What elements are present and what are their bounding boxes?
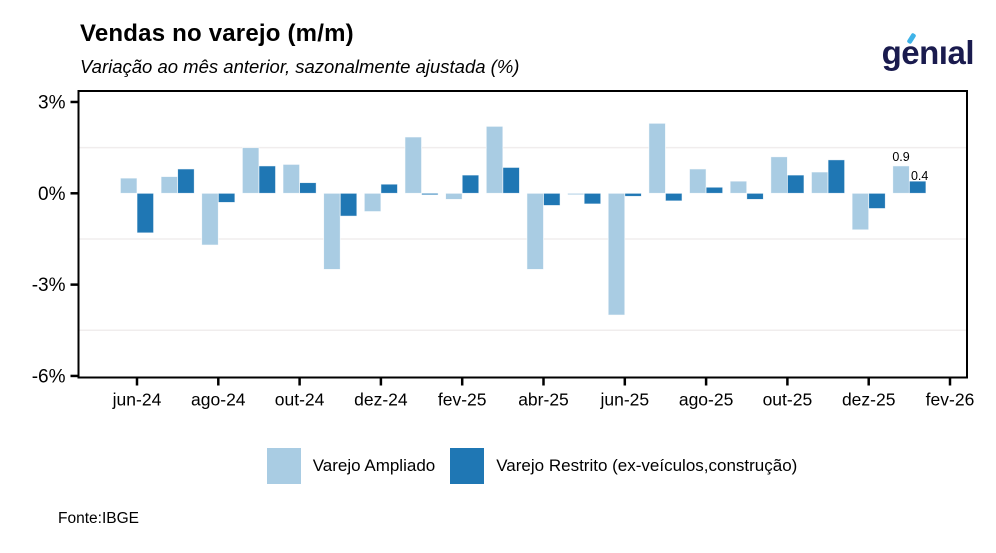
plot-border	[77, 90, 968, 379]
bar-jun-25-s0	[607, 192, 626, 316]
y-tick-label: 3%	[38, 92, 66, 113]
chart-title: Vendas no varejo (m/m)	[80, 20, 354, 47]
chart-legend: Varejo Ampliado Varejo Restrito (ex-veíc…	[34, 448, 996, 484]
minor-gridlines	[78, 146, 967, 332]
bar-jan-26-s0	[892, 165, 910, 194]
bar-jul-24-s0	[160, 176, 179, 194]
bar-set-25-s0	[729, 180, 748, 194]
bar-jul-25-s0	[648, 122, 666, 194]
x-tick-label: out-24	[275, 390, 325, 410]
bar-jun-25-s1	[624, 192, 642, 197]
x-tick-label: ago-24	[191, 390, 246, 410]
legend-item-ampliado: Varejo Ampliado	[266, 448, 436, 484]
x-tick-label: ago-25	[679, 390, 734, 410]
bar-nov-25-s0	[811, 171, 829, 194]
x-tick-label: fev-25	[438, 390, 487, 410]
x-tick-label: abr-25	[518, 390, 569, 410]
bar-mar-25-s0	[485, 125, 504, 194]
bar-dez-24-s1	[380, 183, 398, 194]
bar-abr-25-s0	[526, 192, 544, 270]
bar-value-labels: 0.90.4	[892, 150, 928, 183]
bar-jun-24-s1	[136, 192, 155, 234]
bar-out-25-s1	[787, 174, 805, 194]
x-tick-label: dez-25	[842, 390, 896, 410]
bars	[120, 122, 927, 316]
bar-nov-24-s0	[323, 192, 341, 270]
bar-nov-24-s1	[339, 192, 358, 217]
bar-jan-25-s1	[421, 192, 439, 196]
bar-mai-25-s0	[567, 192, 585, 196]
x-tick-label: jun-24	[112, 390, 162, 410]
source-note: Fonte:IBGE	[58, 510, 139, 527]
chart-subtitle: Variação ao mês anterior, sazonalmente a…	[80, 56, 520, 77]
bar-ago-25-s1	[705, 186, 724, 194]
bar-ago-24-s1	[217, 192, 236, 203]
legend-swatch-ampliado	[266, 448, 301, 484]
bar-mai-25-s1	[583, 192, 602, 205]
bar-jul-25-s1	[665, 192, 683, 202]
bar-set-25-s1	[746, 192, 764, 200]
x-tick-label: jun-25	[599, 390, 649, 410]
bar-out-25-s0	[770, 156, 788, 194]
bar-nov-25-s1	[827, 159, 846, 194]
bar-dez-25-s1	[868, 192, 886, 209]
bar-out-24-s1	[299, 182, 317, 194]
bar-jun-24-s0	[120, 177, 138, 194]
x-axis: jun-24 ago-24 out-24 dez-24 fev-25 abr-25 jun-…	[112, 377, 975, 410]
legend-label-ampliado: Varejo Ampliado	[312, 456, 436, 475]
x-tick-label: fev-26	[926, 390, 975, 410]
genial-logo: genıal	[881, 32, 975, 71]
bar-ago-24-s0	[201, 192, 219, 246]
value-label-0.9: 0.9	[892, 150, 909, 164]
bar-ago-25-s0	[689, 168, 707, 194]
logo-text: genıal	[881, 34, 975, 71]
bar-set-24-s1	[258, 165, 276, 194]
bar-fev-25-s1	[461, 174, 480, 194]
bar-jan-25-s0	[404, 136, 422, 194]
y-tick-label: -6%	[32, 366, 66, 387]
y-tick-label: -3%	[32, 275, 66, 296]
x-tick-label: out-25	[763, 390, 813, 410]
legend-item-restrito: Varejo Restrito (ex-veículos,construção)	[450, 448, 797, 484]
bar-abr-25-s1	[543, 192, 561, 206]
y-tick-label: 0%	[38, 184, 66, 205]
y-axis: 3% 0% -3% -6%	[32, 92, 79, 387]
bar-mar-25-s1	[502, 167, 520, 194]
bar-out-24-s0	[282, 163, 301, 194]
value-label-0.4: 0.4	[911, 169, 928, 183]
legend-swatch-restrito	[450, 448, 485, 484]
bar-dez-25-s0	[851, 192, 870, 231]
bar-set-24-s0	[241, 147, 260, 194]
legend-label-restrito: Varejo Restrito (ex-veículos,construção)	[496, 456, 798, 475]
bar-jan-26-s1	[908, 180, 927, 194]
bar-dez-24-s0	[363, 192, 382, 212]
bar-fev-25-s0	[445, 192, 463, 200]
bar-jul-24-s1	[177, 168, 195, 194]
x-tick-label: dez-24	[354, 390, 408, 410]
